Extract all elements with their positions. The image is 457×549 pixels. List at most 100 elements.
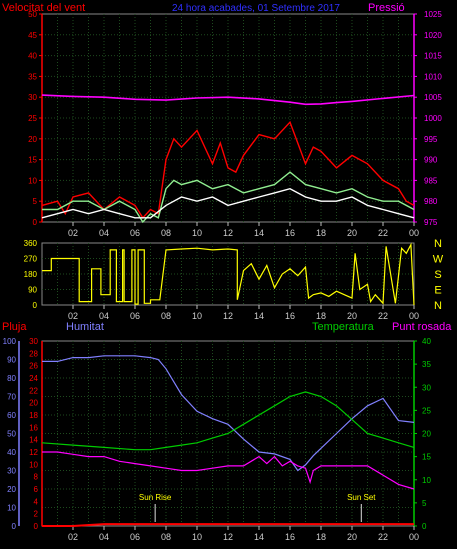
rain-tick-label: 70 xyxy=(7,393,16,402)
x-tick-label: 02 xyxy=(68,311,78,321)
pressure-tick-label: 995 xyxy=(424,135,438,144)
rain-tick-label: 20 xyxy=(7,485,16,494)
humidity-tick-label: 10 xyxy=(29,460,38,469)
x-tick-label: 20 xyxy=(347,532,357,542)
humidity-tick-label: 26 xyxy=(29,362,38,371)
humidity-tick-label: 12 xyxy=(29,448,38,457)
dew-point-series xyxy=(42,451,415,490)
wind-speed-tick-label: 15 xyxy=(28,156,37,165)
x-tick-label: 18 xyxy=(316,228,326,238)
rain-axis-label: Pluja xyxy=(2,321,27,333)
pressure-tick-label: 990 xyxy=(424,156,438,165)
compass-label: E xyxy=(434,285,441,297)
x-tick-label: 18 xyxy=(316,311,326,321)
humidity-tick-label: 30 xyxy=(29,337,38,346)
pressure-axis-label: Pressió xyxy=(368,2,405,14)
x-tick-label: 08 xyxy=(161,532,171,542)
rain-tick-label: 90 xyxy=(7,356,16,365)
wind-speed-tick-label: 50 xyxy=(28,10,37,19)
x-tick-label: 12 xyxy=(223,532,233,542)
humidity-tick-label: 16 xyxy=(29,423,38,432)
rain-tick-label: 80 xyxy=(7,374,16,383)
wind-speed-tick-label: 45 xyxy=(28,31,37,40)
x-tick-label: 16 xyxy=(285,228,295,238)
rain-tick-label: 10 xyxy=(7,504,16,513)
temperature-tick-label: 15 xyxy=(422,453,431,462)
wind-speed-tick-label: 20 xyxy=(28,135,37,144)
sun-event-label: Sun Rise xyxy=(139,493,172,502)
wind-average-series xyxy=(41,187,415,219)
humidity-tick-label: 14 xyxy=(29,436,38,445)
rain-tick-label: 60 xyxy=(7,411,16,420)
humidity-tick-label: 22 xyxy=(29,386,38,395)
x-tick-label: 14 xyxy=(254,532,264,542)
x-tick-label: 22 xyxy=(378,532,388,542)
x-tick-label: 14 xyxy=(254,311,264,321)
pressure-tick-label: 1025 xyxy=(424,10,442,19)
humidity-tick-label: 18 xyxy=(29,411,38,420)
compass-label: N xyxy=(434,238,442,250)
humidity-tick-label: 20 xyxy=(29,399,38,408)
compass-label: W xyxy=(433,254,444,266)
x-tick-label: 22 xyxy=(378,228,388,238)
rain-tick-label: 30 xyxy=(7,467,16,476)
rain-tick-label: 100 xyxy=(3,337,17,346)
dew-point-axis-label: Punt rosada xyxy=(392,321,452,333)
x-tick-label: 14 xyxy=(254,228,264,238)
pressure-tick-label: 985 xyxy=(424,176,438,185)
humidity-tick-label: 28 xyxy=(29,349,38,358)
sun-event-label: Sun Set xyxy=(347,493,376,502)
direction-tick-label: 360 xyxy=(24,239,38,248)
chart-title: 24 hora acabades, 01 Setembre 2017 xyxy=(172,3,340,14)
temperature-tick-label: 30 xyxy=(422,383,431,392)
wind-speed-axis-label: Velocitat del vent xyxy=(2,2,85,14)
wind-speed-tick-label: 25 xyxy=(28,114,37,123)
humidity-tick-label: 2 xyxy=(34,510,39,519)
x-tick-label: 06 xyxy=(130,228,140,238)
temperature-tick-label: 10 xyxy=(422,476,431,485)
wind-speed-tick-label: 5 xyxy=(33,197,38,206)
direction-tick-label: 90 xyxy=(28,286,37,295)
temperature-series xyxy=(41,391,415,451)
x-tick-label: 02 xyxy=(68,228,78,238)
x-tick-label: 00 xyxy=(409,228,419,238)
x-tick-label: 04 xyxy=(99,311,109,321)
x-tick-label: 06 xyxy=(130,532,140,542)
direction-tick-label: 0 xyxy=(33,301,38,310)
x-tick-label: 10 xyxy=(192,311,202,321)
temperature-axis-label: Temperatura xyxy=(312,321,375,333)
pressure-tick-label: 975 xyxy=(424,218,438,227)
temperature-tick-label: 0 xyxy=(422,522,427,531)
rain-series xyxy=(42,523,414,527)
wind-speed-tick-label: 30 xyxy=(28,93,37,102)
temperature-tick-label: 40 xyxy=(422,337,431,346)
rain-tick-label: 50 xyxy=(7,430,16,439)
compass-label: S xyxy=(434,269,441,281)
wind-speed-tick-label: 35 xyxy=(28,72,37,81)
temperature-tick-label: 35 xyxy=(422,360,431,369)
pressure-tick-label: 1010 xyxy=(424,72,442,81)
humidity-tick-label: 0 xyxy=(34,522,39,531)
wind-speed-tick-label: 40 xyxy=(28,52,37,61)
x-tick-label: 22 xyxy=(378,311,388,321)
x-tick-label: 06 xyxy=(130,311,140,321)
x-tick-label: 04 xyxy=(99,532,109,542)
x-tick-label: 00 xyxy=(409,311,419,321)
wind-speed-series xyxy=(42,171,415,224)
rain-tick-label: 40 xyxy=(7,448,16,457)
pressure-tick-label: 980 xyxy=(424,197,438,206)
temperature-tick-label: 25 xyxy=(422,406,431,415)
direction-tick-label: 180 xyxy=(24,270,38,279)
x-tick-label: 18 xyxy=(316,532,326,542)
wind-speed-tick-label: 0 xyxy=(33,218,38,227)
x-tick-label: 20 xyxy=(347,228,357,238)
x-tick-label: 16 xyxy=(285,311,295,321)
x-tick-label: 12 xyxy=(223,311,233,321)
direction-tick-label: 270 xyxy=(24,255,38,264)
x-tick-label: 10 xyxy=(192,228,202,238)
pressure-series xyxy=(41,94,415,106)
humidity-tick-label: 4 xyxy=(34,497,39,506)
humidity-tick-label: 6 xyxy=(34,485,39,494)
